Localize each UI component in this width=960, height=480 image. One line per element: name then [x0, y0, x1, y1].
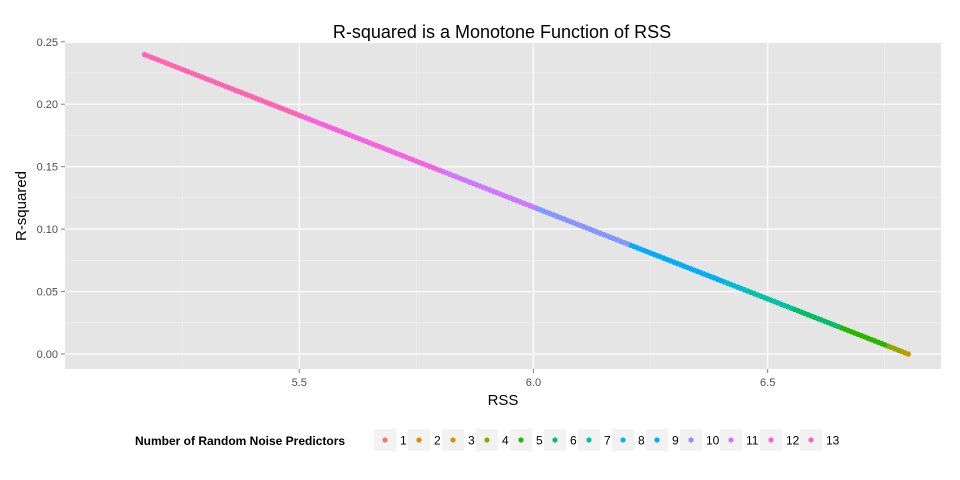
legend-label: 10 [706, 434, 720, 448]
y-tick-label: 0.15 [37, 162, 58, 174]
legend-label: 4 [502, 434, 509, 448]
legend-title: Number of Random Noise Predictors [135, 434, 345, 448]
y-tick-label: 0.10 [37, 224, 58, 236]
legend-key-point [768, 437, 774, 443]
legend-item-8: 8 [612, 429, 645, 451]
x-axis-title: RSS [488, 392, 519, 409]
legend-item-3: 3 [442, 429, 475, 451]
legend-label: 12 [786, 434, 800, 448]
data-point [788, 305, 794, 311]
y-tick-label: 0.25 [37, 37, 58, 49]
legend-item-2: 2 [408, 429, 441, 451]
legend-item-1: 1 [374, 429, 407, 451]
data-point [882, 342, 888, 348]
data-point [896, 347, 902, 353]
data-point [905, 351, 911, 357]
legend-label: 2 [434, 434, 441, 448]
legend-item-13: 13 [800, 429, 840, 451]
legend-item-10: 10 [680, 429, 720, 451]
data-point [624, 241, 630, 247]
legend-key-point [416, 437, 422, 443]
legend-key-point [688, 437, 694, 443]
legend-label: 1 [400, 434, 407, 448]
data-point [437, 167, 443, 173]
legend-key-point [518, 437, 524, 443]
legend-key-point [728, 437, 734, 443]
legend-item-12: 12 [760, 429, 800, 451]
legend-key-point [552, 437, 558, 443]
legend-label: 7 [604, 434, 611, 448]
legend-item-5: 5 [510, 429, 543, 451]
legend-label: 3 [468, 434, 475, 448]
legend-key-point [654, 437, 660, 443]
legend-key-point [620, 437, 626, 443]
data-point [530, 204, 537, 210]
legend-label: 11 [746, 434, 759, 448]
y-axis-ticks: 0.00 0.05 0.10 0.15 0.20 0.25 [37, 37, 65, 361]
legend-items: 1 2 3 4 5 6 7 8 9 10 11 12 13 [374, 429, 840, 451]
data-point [718, 277, 724, 284]
y-tick-label: 0.05 [37, 287, 58, 299]
data-points [142, 52, 911, 357]
y-tick-label: 0.20 [37, 99, 58, 111]
x-axis-ticks: 5.5 6.0 6.5 [292, 369, 775, 389]
y-tick-label: 0.00 [37, 349, 58, 361]
data-point [296, 112, 302, 118]
legend-label: 6 [570, 434, 577, 448]
legend-item-7: 7 [578, 429, 611, 451]
legend-key-point [382, 437, 388, 443]
legend-key-point [586, 437, 592, 443]
legend-label: 8 [638, 434, 645, 448]
legend-key-point [484, 437, 490, 443]
legend-item-9: 9 [646, 429, 679, 451]
x-tick-label: 6.0 [526, 377, 541, 389]
series-13-points [142, 52, 302, 118]
plot-panel [65, 43, 941, 369]
data-point [741, 287, 747, 293]
x-tick-label: 5.5 [292, 377, 307, 389]
legend-item-6: 6 [544, 429, 577, 451]
legend-key-point [450, 437, 456, 443]
y-axis-title: R-squared [13, 171, 30, 241]
legend-label: 13 [826, 434, 840, 448]
legend-label: 9 [672, 434, 679, 448]
data-point [835, 323, 841, 330]
legend-item-4: 4 [476, 429, 509, 451]
minor-gridlines [65, 43, 941, 369]
legend-key-point [808, 437, 814, 443]
chart-title: R-squared is a Monotone Function of RSS [333, 22, 671, 42]
x-tick-label: 6.5 [760, 377, 775, 389]
legend-item-11: 11 [720, 429, 759, 451]
legend-label: 5 [536, 434, 543, 448]
